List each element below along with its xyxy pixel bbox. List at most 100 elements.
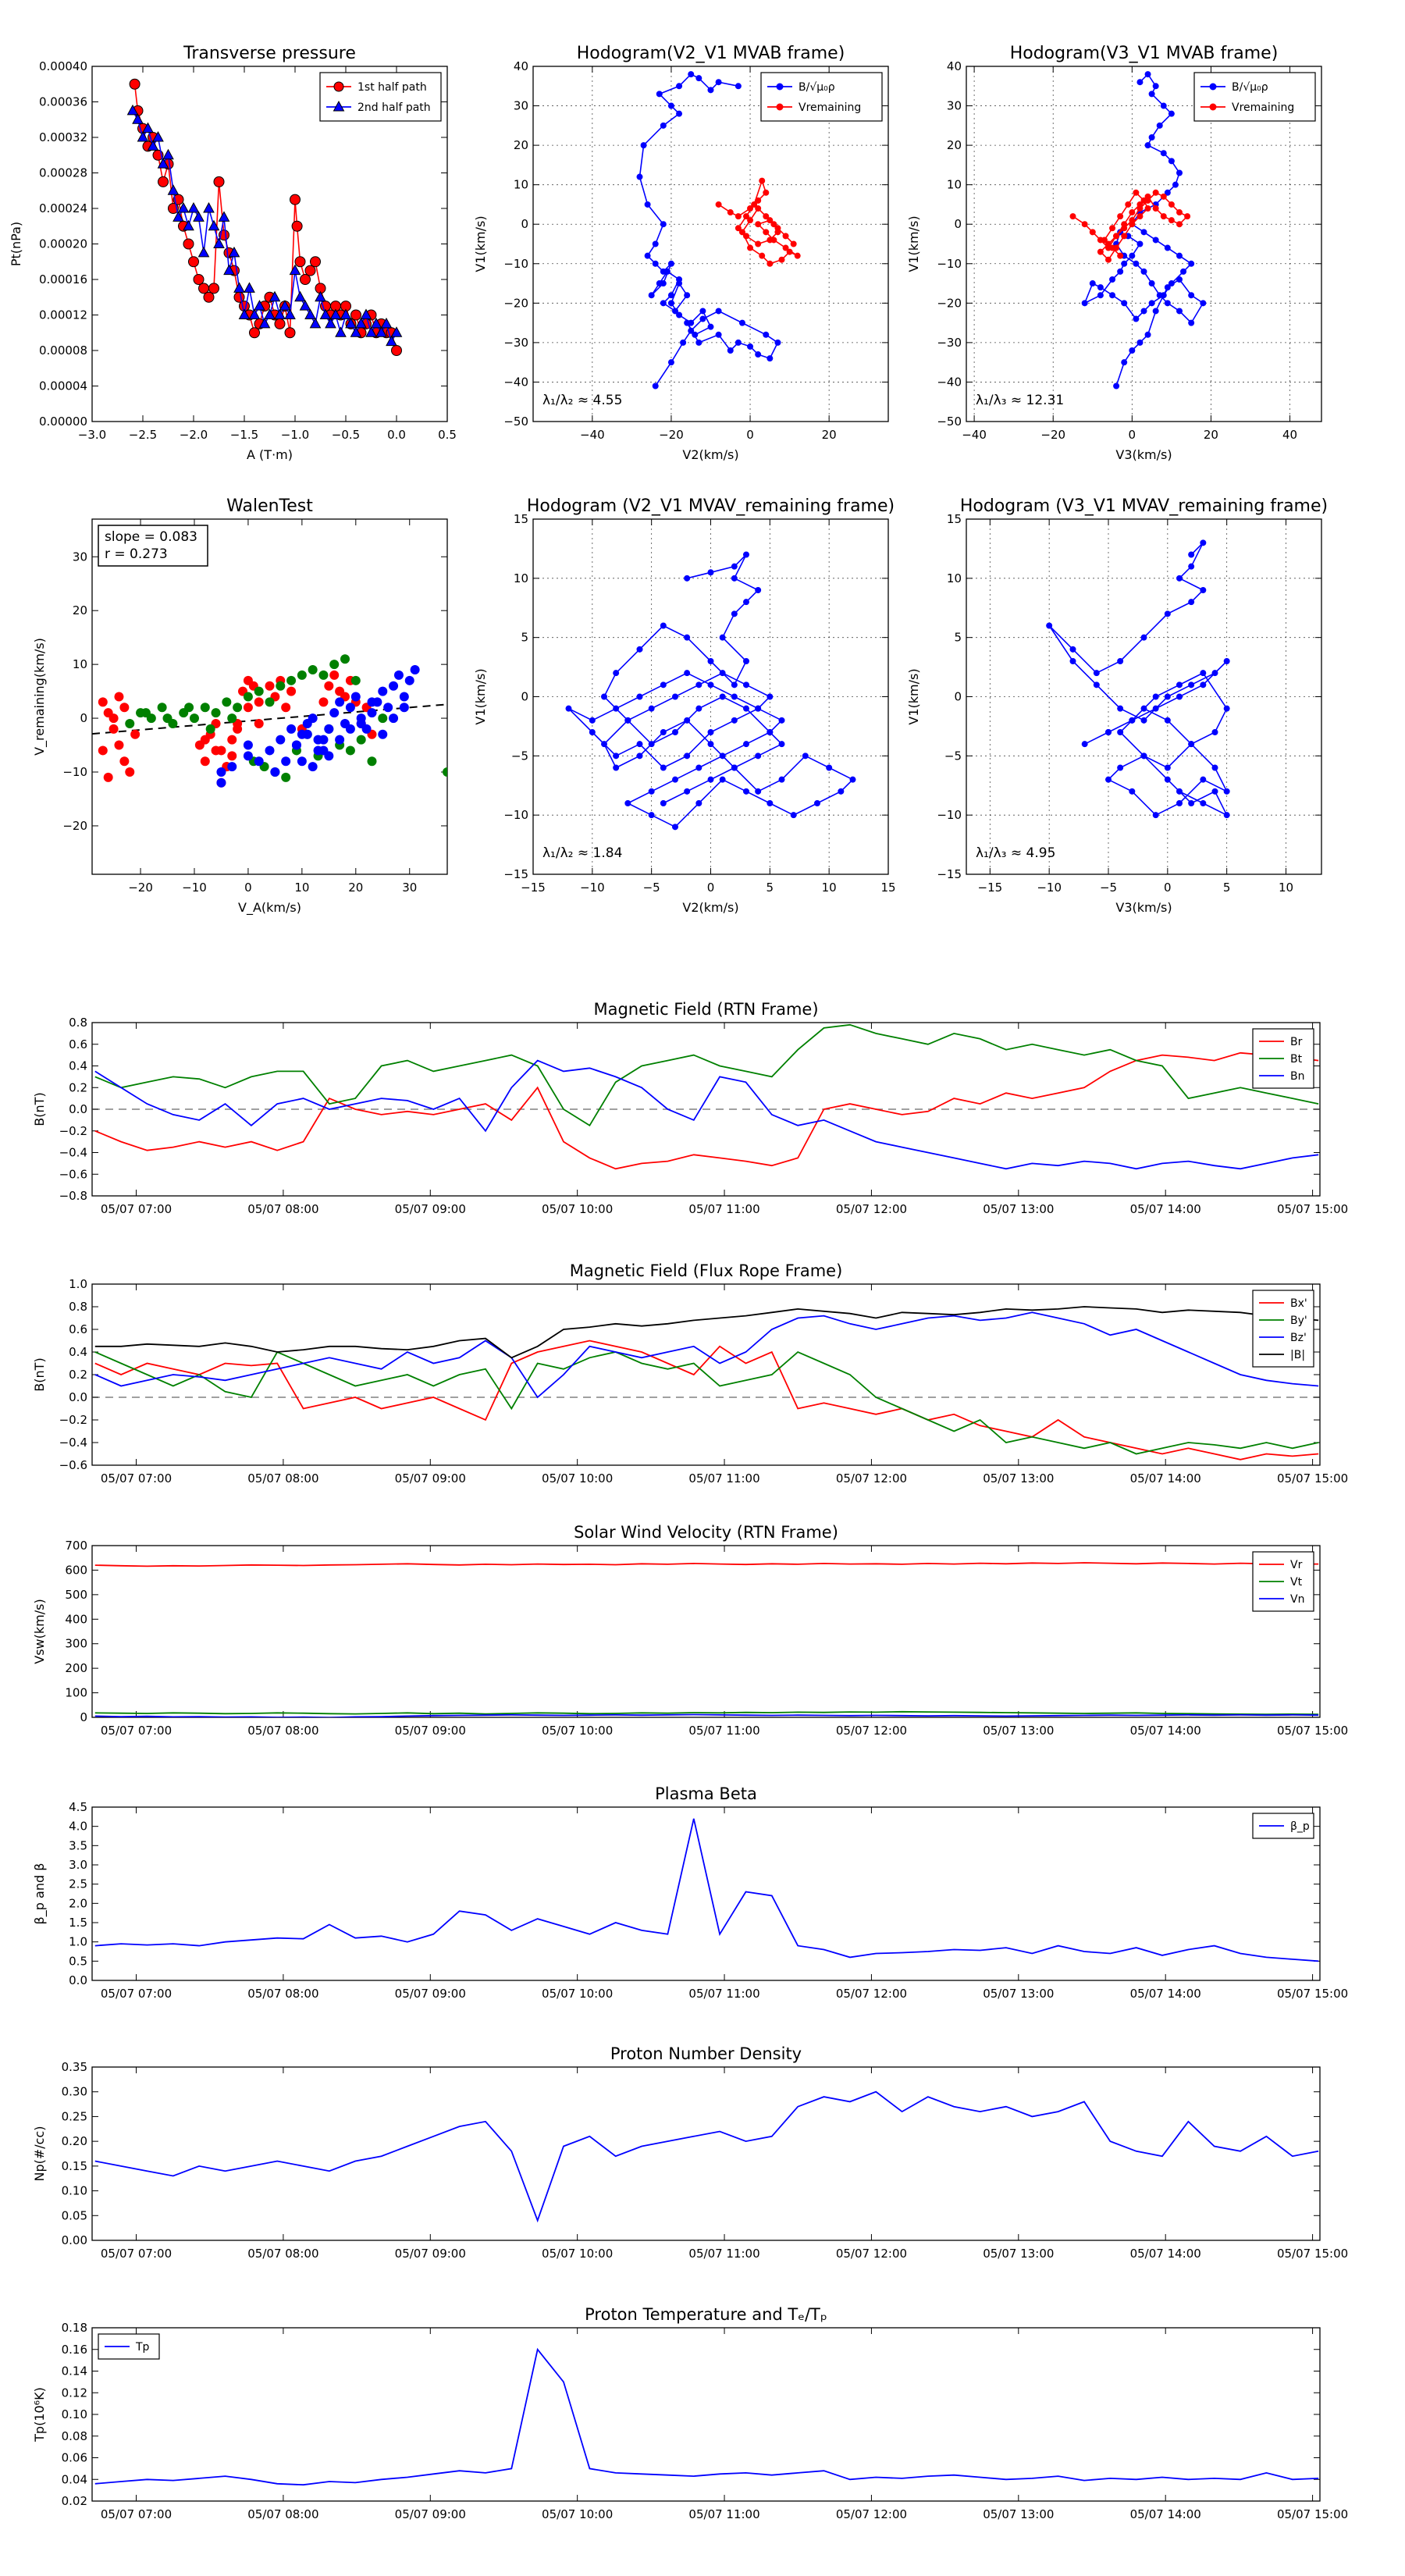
data-point — [152, 130, 164, 142]
y-tick-label: −15 — [503, 867, 528, 881]
x-tick-label: 05/07 08:00 — [247, 2247, 318, 2261]
plot-frame — [91, 1545, 1321, 1718]
data-point — [1125, 201, 1132, 208]
plot-area — [1046, 539, 1230, 819]
data-point — [727, 347, 734, 354]
y-tick-label: −40 — [503, 375, 528, 389]
data-point — [1223, 705, 1230, 712]
data-point — [1081, 741, 1088, 748]
data-point — [747, 205, 754, 212]
series-line — [94, 1051, 1319, 1170]
y-tick-label: −10 — [937, 257, 962, 271]
data-point — [126, 104, 139, 116]
data-point — [814, 800, 820, 806]
x-tick-label: −1.5 — [230, 428, 258, 442]
data-point — [660, 764, 667, 771]
x-tick-label: −40 — [580, 428, 605, 442]
y-tick-label: −5 — [511, 749, 528, 763]
data-point — [763, 229, 770, 236]
data-point — [731, 575, 738, 582]
plot-area — [94, 2090, 1319, 2223]
data-point — [743, 681, 749, 688]
x-axis-label: A (T·m) — [247, 447, 293, 462]
y-tick-label: 0.30 — [62, 2085, 87, 2099]
y-tick-label: 40 — [947, 59, 962, 73]
data-point — [1148, 91, 1155, 98]
data-point — [688, 327, 695, 334]
data-point — [200, 756, 210, 767]
data-point — [731, 764, 738, 771]
data-point — [743, 741, 749, 748]
plot-frame — [966, 518, 1322, 875]
series-s2 — [216, 665, 420, 788]
x-tick-label: 20 — [348, 881, 363, 895]
data-point — [660, 800, 667, 806]
legend: β_p — [1252, 1813, 1314, 1839]
x-tick-label: −5 — [1100, 881, 1117, 895]
x-tick-label: 0 — [1129, 428, 1136, 442]
data-point — [767, 217, 774, 224]
data-point — [274, 308, 286, 319]
data-point — [1184, 213, 1191, 220]
data-point — [125, 767, 135, 777]
data-point — [365, 326, 377, 337]
data-point — [1109, 292, 1116, 299]
data-point — [227, 762, 237, 772]
data-point — [1140, 308, 1147, 315]
data-point — [1176, 575, 1183, 582]
x-tick-label: 40 — [1282, 428, 1297, 442]
data-point — [355, 317, 367, 329]
series-line — [94, 2090, 1319, 2223]
data-point — [1136, 339, 1144, 346]
data-point — [1180, 268, 1187, 275]
y-tick-label: −20 — [937, 296, 962, 310]
series-vremaining — [1069, 189, 1191, 263]
data-point — [244, 282, 255, 293]
data-point — [324, 681, 334, 691]
data-point — [340, 308, 352, 319]
data-point — [1133, 315, 1140, 322]
data-point — [227, 735, 237, 745]
chart-title: Proton Temperature and Tₑ/Tₚ — [585, 2305, 827, 2324]
data-point — [1109, 276, 1116, 283]
y-tick-label: 0.8 — [69, 1300, 87, 1314]
data-point — [404, 675, 414, 685]
data-point — [1109, 244, 1116, 251]
data-point — [684, 788, 691, 795]
data-point — [838, 788, 845, 795]
y-tick-label: −10 — [503, 808, 528, 822]
chart-vel: 05/07 07:00 05/07 08:00 05/07 09:00 05/07 1… — [32, 1523, 1348, 1738]
data-point — [1117, 764, 1124, 771]
series-line — [94, 1713, 1319, 1717]
chart-beta: 05/07 07:00 05/07 08:00 05/07 09:00 05/07 1… — [32, 1784, 1348, 2001]
y-tick-label: 200 — [65, 1661, 87, 1675]
data-point — [103, 772, 113, 782]
data-point — [269, 290, 281, 302]
x-tick-label: 05/07 15:00 — [1277, 2247, 1348, 2261]
data-point — [390, 326, 403, 337]
data-point — [743, 213, 749, 220]
data-point — [735, 339, 742, 346]
data-point — [184, 703, 194, 713]
x-tick-label: 05/07 12:00 — [836, 1724, 907, 1738]
data-point — [223, 264, 235, 276]
x-tick-label: 05/07 09:00 — [395, 2247, 466, 2261]
data-point — [613, 753, 620, 760]
data-point — [790, 240, 797, 247]
data-point — [386, 335, 397, 347]
x-tick-label: 05/07 10:00 — [542, 1202, 613, 1216]
y-tick-label: 400 — [65, 1612, 87, 1626]
data-point — [318, 670, 329, 680]
x-tick-label: 05/07 11:00 — [688, 1987, 759, 2001]
x-tick-label: −15 — [521, 881, 546, 895]
data-point — [1046, 622, 1053, 629]
x-tick-label: 05/07 12:00 — [836, 2507, 907, 2521]
data-point — [300, 274, 311, 285]
data-point — [1160, 213, 1167, 220]
y-tick-label: 4.0 — [69, 1820, 87, 1834]
legend: Br Bt Bn — [1252, 1028, 1314, 1089]
data-point — [565, 705, 572, 712]
plot-frame — [91, 518, 448, 875]
y-tick-label: 0.00040 — [39, 59, 87, 73]
x-tick-label: −20 — [659, 428, 684, 442]
